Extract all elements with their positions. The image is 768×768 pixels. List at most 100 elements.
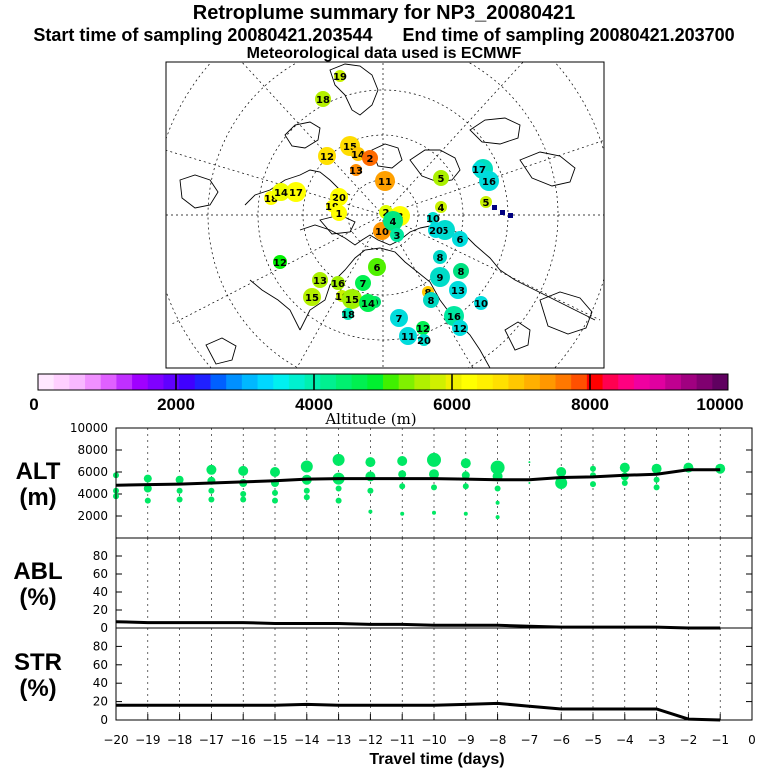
alt-scatter-point: [240, 496, 247, 503]
x-tick-label: −4: [616, 733, 634, 747]
plume-label-text: 20: [417, 336, 431, 347]
plume-marker: [331, 276, 345, 290]
panel-yunit: (%): [19, 675, 56, 702]
colorbar-cell: [696, 374, 713, 390]
colorbar-cell: [53, 374, 70, 390]
start-time-label: Start time of sampling 20080421.203544: [33, 25, 373, 45]
plume-label-text: 18: [316, 95, 330, 106]
colorbar-cell: [398, 374, 415, 390]
colorbar-cell: [602, 374, 619, 390]
plume-label-text: 12: [273, 258, 287, 269]
alt-scatter-point: [368, 509, 373, 514]
y-tick-label: 60: [93, 567, 108, 581]
plume-label-text: 10: [426, 214, 440, 225]
alt-scatter-point: [490, 460, 505, 475]
series-line-abl: [115, 620, 721, 630]
plume-marker: [303, 288, 321, 306]
series-line-str: [116, 701, 721, 722]
alt-scatter-point: [367, 487, 374, 494]
plume-label: 17: [472, 162, 486, 176]
end-time-label: End time of sampling 20080421.203700: [402, 25, 735, 45]
x-tick-label: −13: [326, 733, 351, 747]
plume-label: 14: [359, 294, 377, 312]
plume-label-text: 17: [289, 188, 303, 199]
panel-yunit: (%): [19, 584, 56, 611]
y-tick-label: 0: [100, 621, 108, 635]
plume-marker: [449, 281, 467, 299]
x-tick-label: −14: [294, 733, 319, 747]
plume-marker: [355, 275, 371, 291]
plume-marker: [359, 294, 377, 312]
panel-ylabel: ABL: [13, 558, 62, 585]
colorbar-cell: [226, 374, 243, 390]
plume-label-text: 19: [335, 292, 349, 303]
plume-marker: [312, 272, 328, 288]
x-tick-label: −20: [103, 733, 128, 747]
plume-marker: [390, 228, 404, 242]
plume-label-text: 19: [333, 72, 347, 83]
alt-scatter-point: [400, 511, 405, 516]
plume-marker: [474, 296, 488, 310]
plume-label: 8: [423, 292, 439, 308]
plume-label-text: 18: [264, 194, 278, 205]
plume-label-text: 1: [336, 209, 343, 220]
colorbar-cell: [351, 374, 368, 390]
plume-label: 4: [383, 211, 403, 231]
colorbar-cell: [477, 374, 494, 390]
x-tick-label: −2: [680, 733, 698, 747]
alt-scatter-point: [431, 484, 437, 491]
plume-label-text: 12: [416, 324, 430, 335]
alt-scatter-point: [398, 470, 407, 479]
alt-scatter-point: [556, 467, 567, 477]
alt-scatter-point: [175, 475, 184, 484]
plume-label-text: 20: [429, 226, 443, 237]
plume-label-text: 10: [474, 299, 488, 310]
plume-label: 13: [349, 164, 363, 177]
panel-yunit: (m): [19, 484, 56, 511]
plume-label: 12: [416, 321, 430, 335]
alt-scatter-point: [272, 489, 278, 496]
alt-scatter-point: [462, 483, 469, 490]
colorbar-tick-label: 10000: [696, 395, 743, 414]
alt-scatter-point: [653, 484, 660, 491]
alt-scatter-point: [365, 457, 376, 468]
colorbar-cell: [241, 374, 259, 390]
plume-label-text: 17: [472, 165, 486, 176]
plume-marker: [351, 147, 365, 161]
alt-scatter-point: [332, 453, 345, 466]
plume-marker: [273, 255, 287, 269]
colorbar-cell: [430, 374, 447, 390]
plume-label: 6: [368, 258, 386, 276]
colorbar-cell: [335, 374, 353, 390]
plume-label: 18: [341, 308, 355, 321]
plume-marker: [433, 250, 447, 264]
colorbar-cell: [273, 374, 290, 390]
y-tick-label: 4000: [77, 487, 108, 501]
alt-scatter-point: [397, 456, 408, 466]
plume-marker: [416, 321, 430, 335]
plume-label: 12: [273, 255, 287, 269]
plume-label-text: 16: [331, 279, 345, 290]
alt-scatter-point: [208, 496, 215, 503]
alt-scatter-point: [206, 464, 217, 475]
alt-scatter-point: [335, 485, 342, 492]
colorbar-cell: [414, 374, 431, 390]
colorbar-cell: [367, 374, 384, 390]
alt-scatter-point: [270, 467, 280, 477]
x-tick-label: −10: [421, 733, 446, 747]
colorbar-cell: [665, 374, 682, 390]
alt-scatter-point: [651, 463, 662, 474]
plume-marker: [480, 196, 492, 208]
plume-marker: [286, 182, 306, 202]
plume-label: 16: [331, 276, 345, 290]
alt-scatter-point: [427, 452, 441, 467]
plume-label-text: 13: [349, 166, 363, 177]
alt-scatter-point: [528, 461, 531, 464]
alt-scatter-point: [238, 465, 249, 476]
colorbar-cell: [492, 374, 509, 390]
colorbar-cell: [555, 374, 572, 390]
alt-scatter-point: [144, 497, 151, 504]
plume-centroid-labels: 1918151412132111720191321045436875879817…: [264, 70, 513, 347]
x-tick-label: −11: [390, 733, 415, 747]
x-tick-label: 0: [748, 733, 756, 747]
